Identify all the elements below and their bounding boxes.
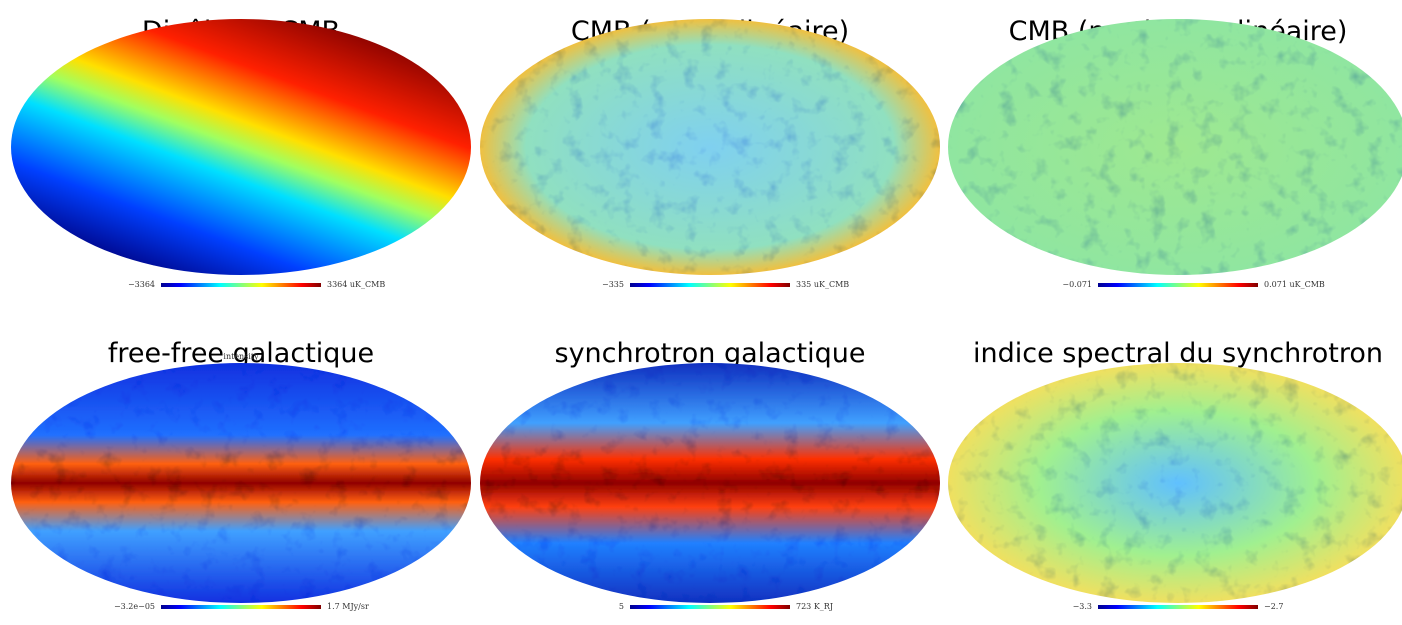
colorbar-min: −0.071 xyxy=(1062,280,1092,289)
sky-map xyxy=(11,19,471,275)
colorbar-min: 5 xyxy=(619,602,624,611)
colorbar xyxy=(161,605,321,609)
colorbar xyxy=(630,605,790,609)
colorbar-max: 1.7 MJy/sr xyxy=(327,602,369,611)
colorbar xyxy=(1098,283,1258,287)
sky-map xyxy=(480,19,940,275)
colorbar xyxy=(630,283,790,287)
sky-map xyxy=(948,19,1402,275)
colorbar-max: 723 K_RJ xyxy=(796,602,833,611)
colorbar-min: −3.3 xyxy=(1073,602,1092,611)
colorbar-max: 335 uK_CMB xyxy=(796,280,849,289)
colorbar-max: −2.7 xyxy=(1264,602,1283,611)
sky-map xyxy=(480,363,940,603)
colorbar-max: 3364 uK_CMB xyxy=(327,280,385,289)
colorbar xyxy=(161,283,321,287)
colorbar-max: 0.071 uK_CMB xyxy=(1264,280,1325,289)
figure: Dipôle du CMB−33643364 uK_CMBCMB (partie… xyxy=(0,0,1402,625)
sky-map xyxy=(11,363,471,603)
colorbar-min: −3364 xyxy=(128,280,155,289)
sky-map xyxy=(948,363,1402,603)
colorbar-min: −3.2e−05 xyxy=(114,602,155,611)
map-annotation: intensity xyxy=(223,352,259,361)
colorbar-min: −335 xyxy=(602,280,624,289)
colorbar xyxy=(1098,605,1258,609)
